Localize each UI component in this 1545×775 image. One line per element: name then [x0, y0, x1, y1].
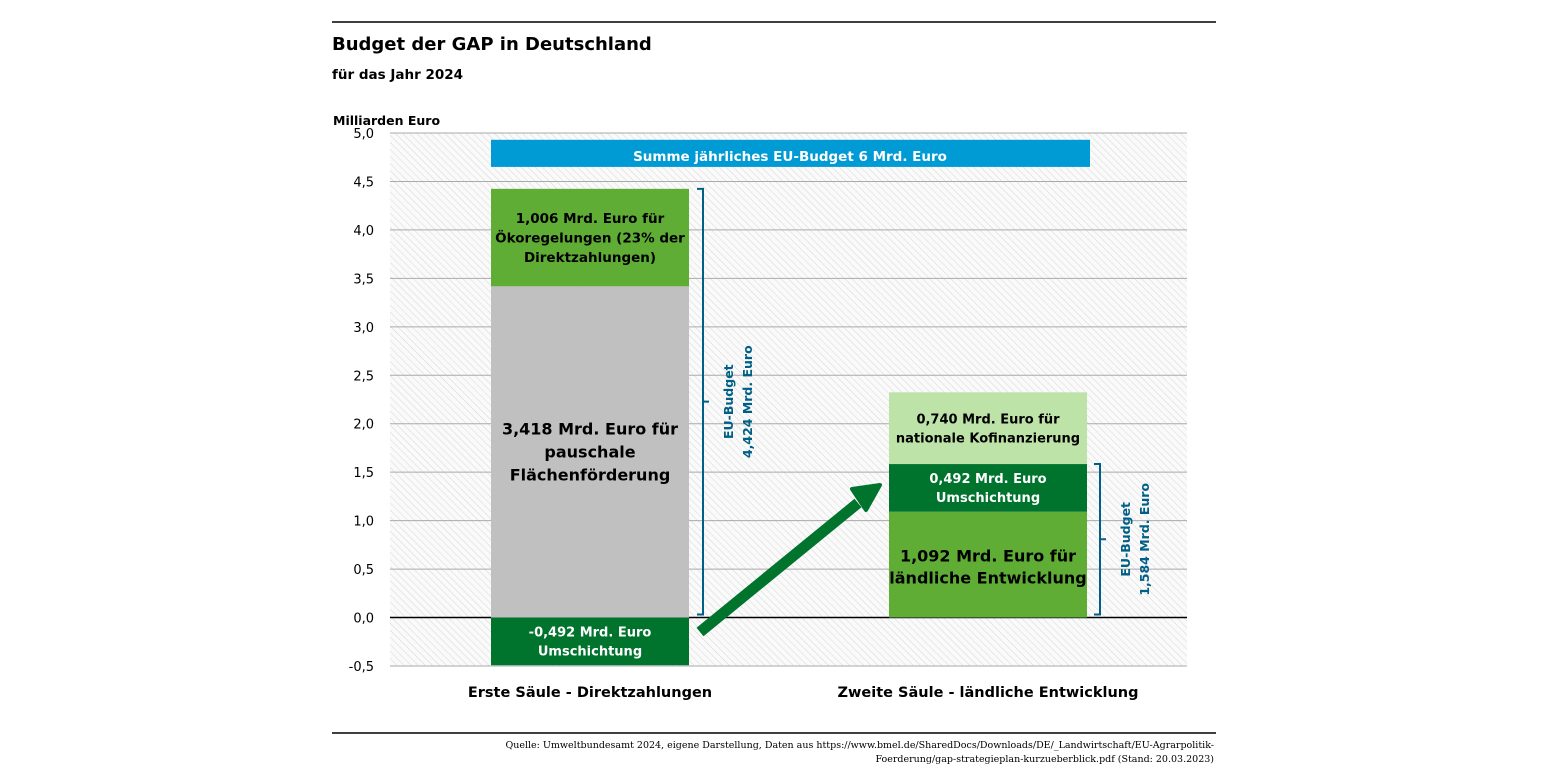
- y-tick-label: 3,5: [353, 272, 374, 287]
- eu-budget-bracket-label: 4,424 Mrd. Euro: [740, 345, 755, 458]
- source-line-2: Foerderung/gap-strategieplan-kurzueberbl…: [875, 754, 1214, 765]
- y-tick-label: -0,5: [349, 660, 374, 675]
- source-note: Quelle: Umweltbundesamt 2024, eigene Dar…: [334, 739, 1214, 767]
- bar-data-label: Direktzahlungen): [524, 250, 656, 266]
- bar-data-label: 1,006 Mrd. Euro für: [516, 211, 665, 227]
- y-tick-label: 4,0: [353, 224, 374, 239]
- y-tick-label: 2,5: [353, 369, 374, 384]
- umschichtung-arrow-head: [850, 483, 882, 512]
- source-line-1: Quelle: Umweltbundesamt 2024, eigene Dar…: [505, 740, 1214, 751]
- y-axis-label: Milliarden Euro: [333, 113, 440, 128]
- eu-budget-bracket-label: EU-Budget: [721, 364, 736, 439]
- eu-total-band: [491, 139, 1090, 167]
- bar-data-label: nationale Kofinanzierung: [896, 431, 1080, 446]
- umschichtung-arrow-shaft: [696, 498, 862, 637]
- bar-data-label: Umschichtung: [936, 491, 1040, 506]
- eu-budget-bracket: [697, 187, 709, 616]
- bar-segment: [491, 286, 689, 618]
- chart-title: Budget der GAP in Deutschland: [332, 34, 652, 55]
- bar-segment: [491, 617, 689, 666]
- y-tick-label: 3,0: [353, 321, 374, 336]
- x-category-label: Zweite Säule - ländliche Entwicklung: [838, 685, 1139, 701]
- bar-segment: [889, 392, 1087, 465]
- bar-segment: [491, 188, 689, 287]
- bar-data-label: 0,492 Mrd. Euro: [929, 472, 1046, 487]
- y-tick-label: 1,5: [353, 466, 374, 481]
- eu-budget-bracket-label: EU-Budget: [1118, 502, 1133, 577]
- eu-budget-bracket-label: 1,584 Mrd. Euro: [1137, 483, 1152, 596]
- chart-subtitle: für das Jahr 2024: [332, 67, 463, 83]
- y-tick-label: 0,0: [353, 612, 374, 627]
- eu-total-band-label: Summe jährliches EU-Budget 6 Mrd. Euro: [633, 149, 947, 165]
- bar-data-label: ländliche Entwicklung: [889, 568, 1086, 587]
- y-tick-label: 4,5: [353, 175, 374, 190]
- bar-data-label: 0,740 Mrd. Euro für: [916, 412, 1060, 427]
- x-category-label: Erste Säule - Direktzahlungen: [468, 685, 712, 701]
- bar-data-label: 1,092 Mrd. Euro für: [900, 546, 1076, 565]
- bar-data-label: -0,492 Mrd. Euro: [529, 626, 652, 641]
- y-tick-label: 1,0: [353, 515, 374, 530]
- bar-data-label: pauschale: [544, 443, 635, 462]
- bar-data-label: 3,418 Mrd. Euro für: [502, 420, 678, 439]
- y-tick-label: 0,5: [353, 563, 374, 578]
- eu-budget-bracket: [1094, 463, 1106, 616]
- bar-segment: [889, 464, 1087, 512]
- y-tick-label: 5,0: [353, 127, 374, 142]
- bar-data-label: Flächenförderung: [510, 466, 671, 485]
- bar-segment: [889, 511, 1087, 618]
- y-tick-label: 2,0: [353, 418, 374, 433]
- bar-data-label: Ökoregelungen (23% der: [495, 228, 685, 246]
- bar-data-label: Umschichtung: [538, 645, 642, 660]
